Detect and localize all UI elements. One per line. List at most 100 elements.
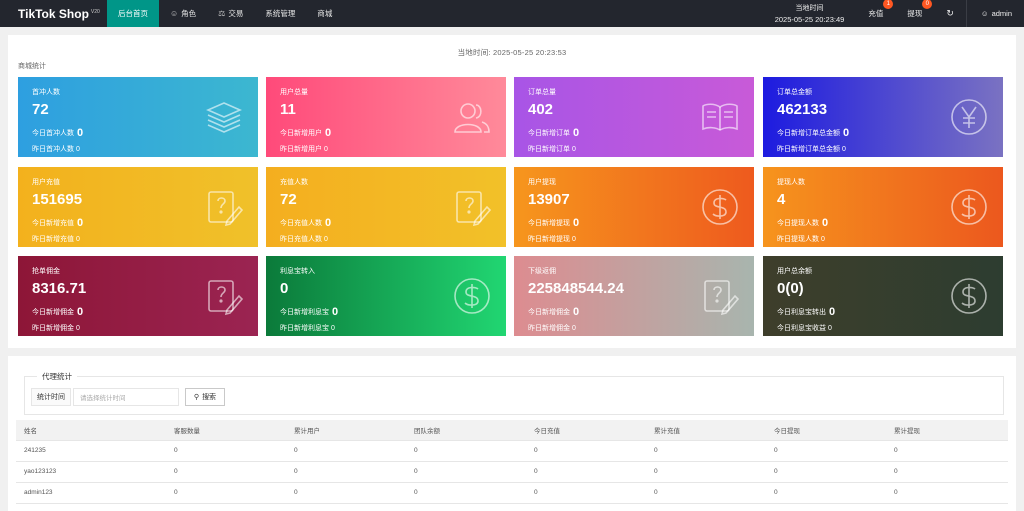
table-row: 241235 0 0 0 0 0 0 0 — [16, 440, 1008, 462]
stat-title: 用户总余额 — [777, 268, 812, 275]
stat-title: 订单总金额 — [777, 89, 812, 96]
stat-card[interactable]: 用户提现 13907 今日新增提现 0 昨日新增提现 0 — [514, 167, 754, 247]
fieldset-legend: 代理统计 — [37, 371, 77, 382]
table-cell: 0 — [166, 440, 286, 462]
stat-card[interactable]: 用户充值 151695 今日新增充值 0 昨日新增充值 0 — [18, 167, 258, 247]
stat-yesterday: 昨日充值人数 0 — [280, 236, 328, 243]
dollar-icon — [700, 187, 740, 227]
stat-title: 充值人数 — [280, 179, 308, 186]
stat-yesterday: 昨日新增佣金 0 — [32, 325, 80, 332]
withdraw-button[interactable]: 提现 0 — [895, 0, 934, 19]
table-cell: 241235 — [16, 440, 166, 462]
table-cell: 0 — [886, 461, 1008, 483]
stat-title: 用户充值 — [32, 179, 60, 186]
nav-item-home[interactable]: 后台首页 — [107, 0, 159, 27]
stat-card[interactable]: 抢单佣金 8316.71 今日新增佣金 0 昨日新增佣金 0 — [18, 256, 258, 336]
stat-card[interactable]: 利息宝转入 0 今日新增利息宝 0 昨日新增利息宝 0 — [266, 256, 506, 336]
stat-yesterday: 昨日提现人数 0 — [777, 236, 825, 243]
main-nav: 后台首页 ☺ 角色 ⚖ 交易 系统管理 商城 — [107, 0, 343, 27]
column-header: 累计充值 — [646, 420, 766, 441]
layers-icon — [204, 97, 244, 137]
stat-today: 今日首冲人数 0 — [32, 127, 84, 139]
nav-item-system[interactable]: 系统管理 — [265, 9, 296, 18]
table-cell: 0 — [526, 440, 646, 462]
nav-item-roles[interactable]: ☺ 角色 — [170, 9, 197, 18]
recharge-button[interactable]: 充值 1 — [856, 0, 895, 19]
stat-today: 今日新增充值 0 — [32, 217, 84, 229]
edit-doc-icon — [204, 276, 244, 316]
column-header: 累计用户 — [286, 420, 406, 441]
stat-value: 225848544.24 — [528, 280, 624, 297]
top-right-tools: 当地时间 2025-05-25 20:23:49 充值 1 提现 0 ↻ ☺ admi… — [775, 0, 1024, 27]
stat-card[interactable]: 订单总金额 462133 今日新增订单总金额 0 昨日新增订单总金额 0 — [763, 77, 1003, 157]
stat-yesterday: 昨日新增订单总金额 0 — [777, 146, 846, 153]
stat-yesterday: 昨日新增用户 0 — [280, 146, 328, 153]
column-header: 累计提现 — [886, 420, 1008, 441]
table-row: admin123 0 0 0 0 0 0 0 — [16, 482, 1008, 504]
app-logo[interactable]: TikTok Shop V20 — [18, 6, 100, 21]
stat-yesterday: 昨日新增订单 0 — [528, 146, 576, 153]
stat-value: 4 — [777, 191, 786, 208]
stat-title: 提现人数 — [777, 179, 805, 186]
stat-yesterday: 昨日新增提现 0 — [528, 236, 576, 243]
stat-value: 72 — [32, 101, 49, 118]
nav-item-trade[interactable]: ⚖ 交易 — [218, 9, 244, 18]
stat-today: 今日充值人数 0 — [280, 217, 332, 229]
stat-value: 72 — [280, 191, 297, 208]
top-bar: TikTok Shop V20 后台首页 ☺ 角色 ⚖ 交易 系统管理 商城 当地时间… — [0, 0, 1024, 27]
column-header: 客服数量 — [166, 420, 286, 441]
stat-card[interactable]: 下级返佣 225848544.24 今日新增佣金 0 昨日新增佣金 0 — [514, 256, 754, 336]
stat-value: 402 — [528, 101, 554, 118]
recharge-badge: 1 — [883, 0, 894, 9]
stat-title: 下级返佣 — [528, 268, 556, 275]
book-icon — [700, 97, 740, 137]
mall-stats-panel: 当地时间: 2025-05-25 20:23:53 商城统计 首冲人数 72 今日首… — [8, 35, 1016, 348]
stat-title: 利息宝转入 — [280, 268, 315, 275]
stat-title: 订单总量 — [528, 89, 556, 96]
table-cell: 0 — [646, 440, 766, 462]
search-button[interactable]: ⚲ 搜索 — [185, 388, 225, 406]
nav-item-mall[interactable]: 商城 — [317, 9, 333, 18]
stat-title: 用户总量 — [280, 89, 308, 96]
stat-value: 462133 — [777, 101, 828, 118]
table-cell: 0 — [166, 461, 286, 483]
local-time: 当地时间 2025-05-25 20:23:49 — [774, 4, 845, 24]
table-cell: 0 — [526, 482, 646, 504]
stat-card[interactable]: 提现人数 4 今日提现人数 0 昨日提现人数 0 — [763, 167, 1003, 247]
edit-doc-icon — [700, 276, 740, 316]
time-input[interactable]: 请选择统计时间 — [73, 388, 179, 406]
table-cell: 0 — [286, 461, 406, 483]
dollar-icon — [949, 276, 989, 316]
column-header: 今日提现 — [766, 420, 886, 441]
refresh-icon[interactable]: ↻ — [946, 8, 954, 18]
yen-icon — [949, 97, 989, 137]
stat-yesterday: 昨日首冲人数 0 — [32, 146, 80, 153]
stat-yesterday: 今日利息宝收益 0 — [777, 325, 832, 332]
stat-card[interactable]: 订单总量 402 今日新增订单 0 昨日新增订单 0 — [514, 77, 754, 157]
stat-today: 今日新增佣金 0 — [528, 306, 580, 318]
table-cell: 0 — [886, 482, 1008, 504]
stat-card[interactable]: 充值人数 72 今日充值人数 0 昨日充值人数 0 — [266, 167, 506, 247]
current-time: 当地时间: 2025-05-25 20:23:53 — [457, 48, 567, 57]
dollar-icon — [452, 276, 492, 316]
stat-today: 今日新增订单总金额 0 — [777, 127, 850, 139]
stat-yesterday: 昨日新增充值 0 — [32, 236, 80, 243]
stat-card[interactable]: 用户总量 11 今日新增用户 0 昨日新增用户 0 — [266, 77, 506, 157]
column-header: 团队余额 — [406, 420, 526, 441]
column-header: 姓名 — [16, 420, 166, 441]
stat-card[interactable]: 首冲人数 72 今日首冲人数 0 昨日首冲人数 0 — [18, 77, 258, 157]
section-title: 商城统计 — [18, 63, 46, 70]
table-cell: 0 — [166, 482, 286, 504]
stat-value: 151695 — [32, 191, 83, 208]
user-icon: ☺ — [980, 9, 989, 18]
table-cell: 0 — [886, 440, 1008, 462]
stat-today: 今日新增订单 0 — [528, 127, 580, 139]
time-label: 统计时间 — [31, 388, 71, 406]
stat-value: 8316.71 — [32, 280, 87, 297]
user-menu[interactable]: ☺ admin — [980, 9, 1012, 18]
stat-today: 今日新增利息宝 0 — [280, 306, 339, 318]
table-cell: 0 — [646, 482, 766, 504]
stat-card[interactable]: 用户总余额 0(0) 今日利息宝转出 0 今日利息宝收益 0 — [763, 256, 1003, 336]
agent-stats-panel: 代理统计 统计时间 请选择统计时间 ⚲ 搜索 姓名 客服数量 累计用户 团队余额 今日充值… — [8, 356, 1016, 511]
edit-doc-icon — [204, 187, 244, 227]
